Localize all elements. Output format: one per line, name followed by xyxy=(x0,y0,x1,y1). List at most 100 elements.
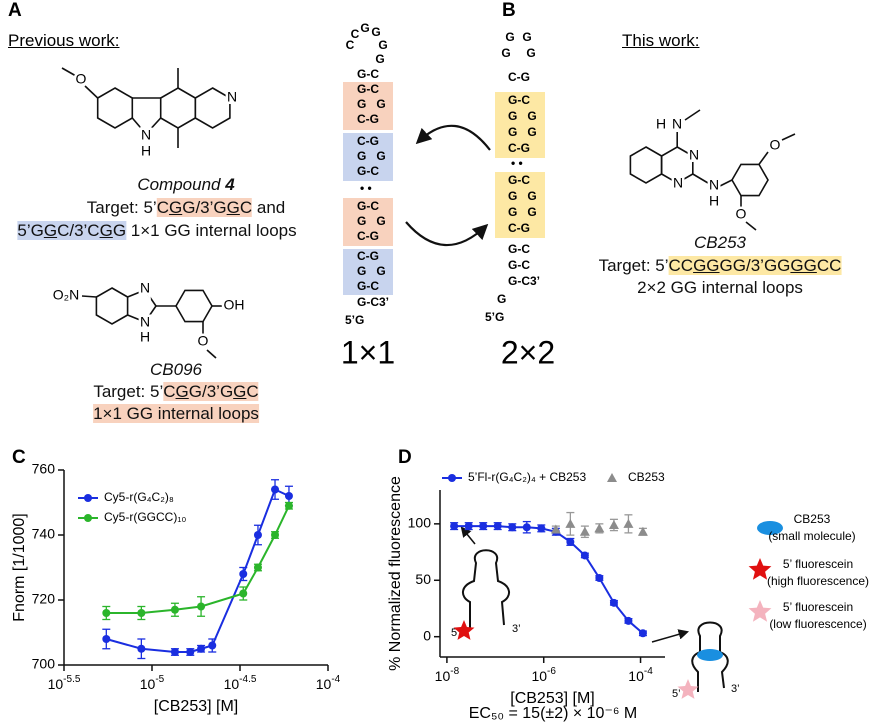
polyline xyxy=(684,109,701,121)
rna-row: G-C xyxy=(357,164,379,178)
y-tick-label: 760 xyxy=(32,461,56,477)
target-line: Target: 5’CGG/3’GGC xyxy=(93,381,259,402)
compound-name: CB253 xyxy=(694,233,746,252)
polyline xyxy=(206,349,217,359)
data-point xyxy=(186,648,195,656)
rna-row: G G xyxy=(508,205,537,219)
tick-base: 10 xyxy=(316,676,332,692)
rna-row: G-C xyxy=(508,242,530,256)
panel-label: A xyxy=(8,0,22,21)
heading: This work: xyxy=(622,31,700,50)
tick-base: 10 xyxy=(531,668,547,684)
rna-row: G G xyxy=(508,189,537,203)
span: CGG/3’GGC xyxy=(163,382,259,401)
rna-cartoons: 5’ 3’ 5’ 3’ xyxy=(451,521,783,700)
polyline xyxy=(758,151,769,165)
data-point xyxy=(609,598,618,607)
text: GG xyxy=(790,256,817,275)
path xyxy=(691,621,729,692)
text: G xyxy=(99,221,113,240)
compound-4-structure: O N H N xyxy=(61,67,240,161)
polygon xyxy=(660,146,694,184)
text: Target: 5’ xyxy=(93,382,164,401)
text: G xyxy=(112,221,127,240)
data-point xyxy=(565,518,576,528)
rna-row: 5’G xyxy=(345,313,364,327)
target-line: 5’GGC/3’CGG 1×1 GG internal loops xyxy=(17,220,297,241)
polyline xyxy=(61,67,77,77)
rna-base: G xyxy=(526,46,535,60)
hairpin-label: 2×2 xyxy=(501,334,555,370)
text: C/3’C xyxy=(57,221,100,240)
text: C xyxy=(156,198,169,217)
rna-row: G-C xyxy=(357,279,379,293)
tick-base: 10 xyxy=(48,676,64,692)
text: N xyxy=(140,314,150,330)
legend-marker xyxy=(84,514,92,522)
series-line xyxy=(454,525,644,635)
rna-base: C xyxy=(346,38,355,52)
text: CC xyxy=(816,256,842,275)
arrow xyxy=(405,221,489,247)
rna-row: G G xyxy=(508,109,537,123)
target-line: Target: 5’CCGGGG/3’GGGGCC xyxy=(599,255,842,276)
span: CGG/3’GGC xyxy=(156,198,253,217)
rect xyxy=(343,82,393,130)
rna-row: G G xyxy=(357,149,386,163)
data-point xyxy=(284,501,293,510)
text: G xyxy=(30,221,44,240)
text: G xyxy=(43,221,58,240)
text: O xyxy=(198,333,209,349)
text: (small molecule) xyxy=(768,529,855,543)
polyline xyxy=(131,117,162,136)
tick-base: 10 xyxy=(224,676,240,692)
x-tick-label: 10-5.5 xyxy=(48,674,81,692)
y-tick-label: 0 xyxy=(423,627,431,643)
data-point xyxy=(197,602,206,611)
text: 5’ fluorescein xyxy=(783,557,853,571)
y-axis-label: % Normalized fluorescence xyxy=(387,476,404,671)
text: 4 xyxy=(225,175,235,194)
text: 5’ xyxy=(672,688,681,700)
rna-row: C-G xyxy=(508,141,530,155)
text: N xyxy=(140,280,150,296)
y-tick-label: 100 xyxy=(408,515,432,531)
rna-row: G G xyxy=(357,264,386,278)
panel-label: C xyxy=(12,447,26,468)
text: 5’ xyxy=(451,627,460,639)
polyline xyxy=(745,221,757,231)
x-tick-label: 10-4.5 xyxy=(224,674,257,692)
rna-row: G-C xyxy=(357,199,379,213)
rna-row: C-G xyxy=(357,134,379,148)
rna-row: G-C3’ xyxy=(508,274,540,288)
text: (high fluorescence) xyxy=(767,574,869,588)
text: G/3’G xyxy=(188,382,234,401)
data-point xyxy=(550,524,561,534)
rna-row: C-G xyxy=(357,249,379,263)
text: N xyxy=(672,116,682,132)
text: 3’ xyxy=(512,623,521,635)
text: CB253 xyxy=(794,512,831,526)
star xyxy=(453,620,475,640)
cb253-structure: H N N N N H O O xyxy=(629,109,796,231)
x-tick-label: 10-8 xyxy=(435,666,460,684)
data-point xyxy=(170,648,179,656)
rna-row: • • xyxy=(511,156,523,170)
tick-base: 10 xyxy=(140,676,156,692)
cb096-structure: O₂N N N H OH O xyxy=(50,277,247,359)
polygon xyxy=(159,87,197,129)
rna-base: G xyxy=(505,30,514,44)
span: CCGGGG/3’GGGGCC xyxy=(668,256,842,275)
text: G xyxy=(226,198,240,217)
polygon xyxy=(629,146,663,184)
text: N xyxy=(141,127,151,143)
rna-row: G-C xyxy=(508,173,530,187)
legend-label: 5’Fl-r(G₄C₂)₄ + CB253 xyxy=(468,470,586,484)
text: C xyxy=(163,382,176,401)
ellipse xyxy=(757,521,783,535)
hairpin-label: 1×1 xyxy=(341,334,395,370)
ellipse xyxy=(697,649,723,661)
rna-row: 5’G xyxy=(485,310,504,324)
data-point xyxy=(637,526,648,536)
